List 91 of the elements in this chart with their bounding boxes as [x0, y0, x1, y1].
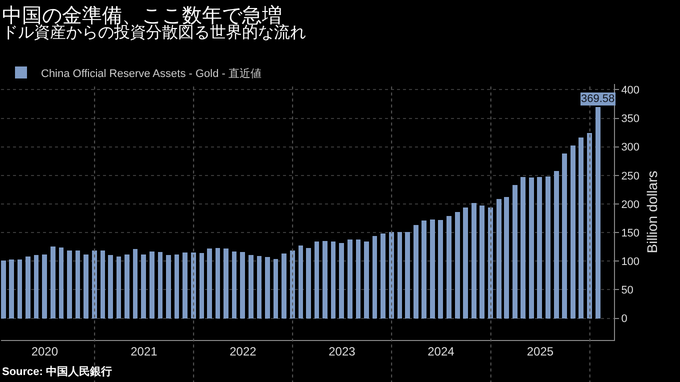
bar — [364, 242, 369, 318]
source-note: Source: 中国人民銀行 — [2, 365, 112, 378]
y-tick-label: 250 — [621, 170, 640, 182]
bar — [480, 206, 485, 318]
bar — [562, 154, 568, 318]
bar — [174, 254, 180, 318]
y-tick-label: 0 — [621, 313, 628, 326]
bar — [50, 246, 56, 318]
bar — [455, 212, 460, 318]
bar — [496, 198, 502, 318]
y-tick-label: 100 — [621, 256, 640, 268]
bar — [158, 252, 163, 318]
bar — [34, 254, 39, 318]
bar — [1, 260, 6, 318]
bar — [8, 259, 14, 318]
bar — [149, 251, 154, 318]
bar — [430, 219, 435, 318]
bar — [215, 248, 220, 318]
bar — [512, 185, 518, 318]
bar — [330, 242, 336, 318]
bar — [529, 178, 534, 318]
bar — [140, 254, 146, 318]
bar — [199, 253, 204, 318]
bar — [190, 252, 196, 318]
bar — [42, 254, 47, 318]
bar — [546, 176, 551, 318]
y-tick-label: 150 — [621, 227, 640, 240]
bar — [488, 207, 494, 318]
bar — [397, 232, 402, 318]
x-tick-label: 2020 — [31, 344, 58, 358]
bar — [206, 248, 212, 318]
bar — [100, 250, 106, 318]
y-tick-label: 400 — [621, 84, 640, 97]
x-tick-label: 2024 — [428, 344, 455, 358]
bar — [124, 254, 130, 318]
bar — [422, 220, 427, 318]
bar — [306, 248, 311, 318]
bar — [25, 256, 30, 318]
bar — [380, 234, 386, 318]
bar — [338, 242, 344, 318]
x-tick-label: 2025 — [526, 344, 554, 358]
bar — [504, 197, 510, 318]
y-tick-label: 50 — [621, 284, 634, 297]
bar — [240, 252, 245, 318]
bar — [83, 254, 88, 318]
bar — [273, 258, 278, 318]
bar — [463, 207, 468, 318]
bar — [116, 256, 122, 318]
bar — [248, 254, 254, 318]
bar — [108, 254, 113, 318]
x-tick-label: 2022 — [230, 344, 257, 358]
bar — [405, 232, 410, 318]
bar — [281, 254, 286, 318]
bar — [438, 220, 444, 318]
bar — [537, 177, 542, 318]
x-tick-label: 2023 — [328, 344, 356, 358]
bar — [388, 232, 394, 318]
y-tick-label: 200 — [621, 198, 640, 211]
bar — [587, 133, 592, 318]
legend-label: China Official Reserve Assets - Gold - 直近値 — [41, 66, 262, 80]
bar — [472, 202, 476, 318]
bar — [166, 254, 171, 318]
bar — [446, 216, 452, 318]
bar — [520, 177, 526, 318]
bar — [256, 256, 262, 318]
y-axis-title: Billion dollars — [644, 170, 660, 254]
bar — [570, 146, 576, 318]
bar — [264, 257, 270, 318]
bar — [290, 250, 295, 318]
bar — [322, 241, 328, 318]
bar — [17, 259, 22, 318]
bar — [182, 252, 188, 318]
bar — [232, 251, 237, 318]
bar — [58, 247, 64, 318]
y-tick-label: 350 — [621, 113, 640, 126]
bar — [132, 249, 138, 318]
y-tick-label: 300 — [621, 142, 640, 154]
bar — [66, 250, 72, 318]
bar — [554, 170, 559, 318]
data-label: 369.58 — [581, 93, 615, 105]
bar — [75, 250, 80, 318]
bar — [92, 250, 97, 318]
bar — [223, 248, 228, 318]
x-tick-label: 2021 — [130, 344, 158, 358]
bar — [314, 242, 320, 318]
bar — [578, 138, 584, 318]
bar — [356, 239, 361, 318]
bar — [347, 239, 352, 318]
bar — [372, 236, 378, 318]
bar — [298, 246, 304, 318]
bar — [414, 225, 418, 318]
